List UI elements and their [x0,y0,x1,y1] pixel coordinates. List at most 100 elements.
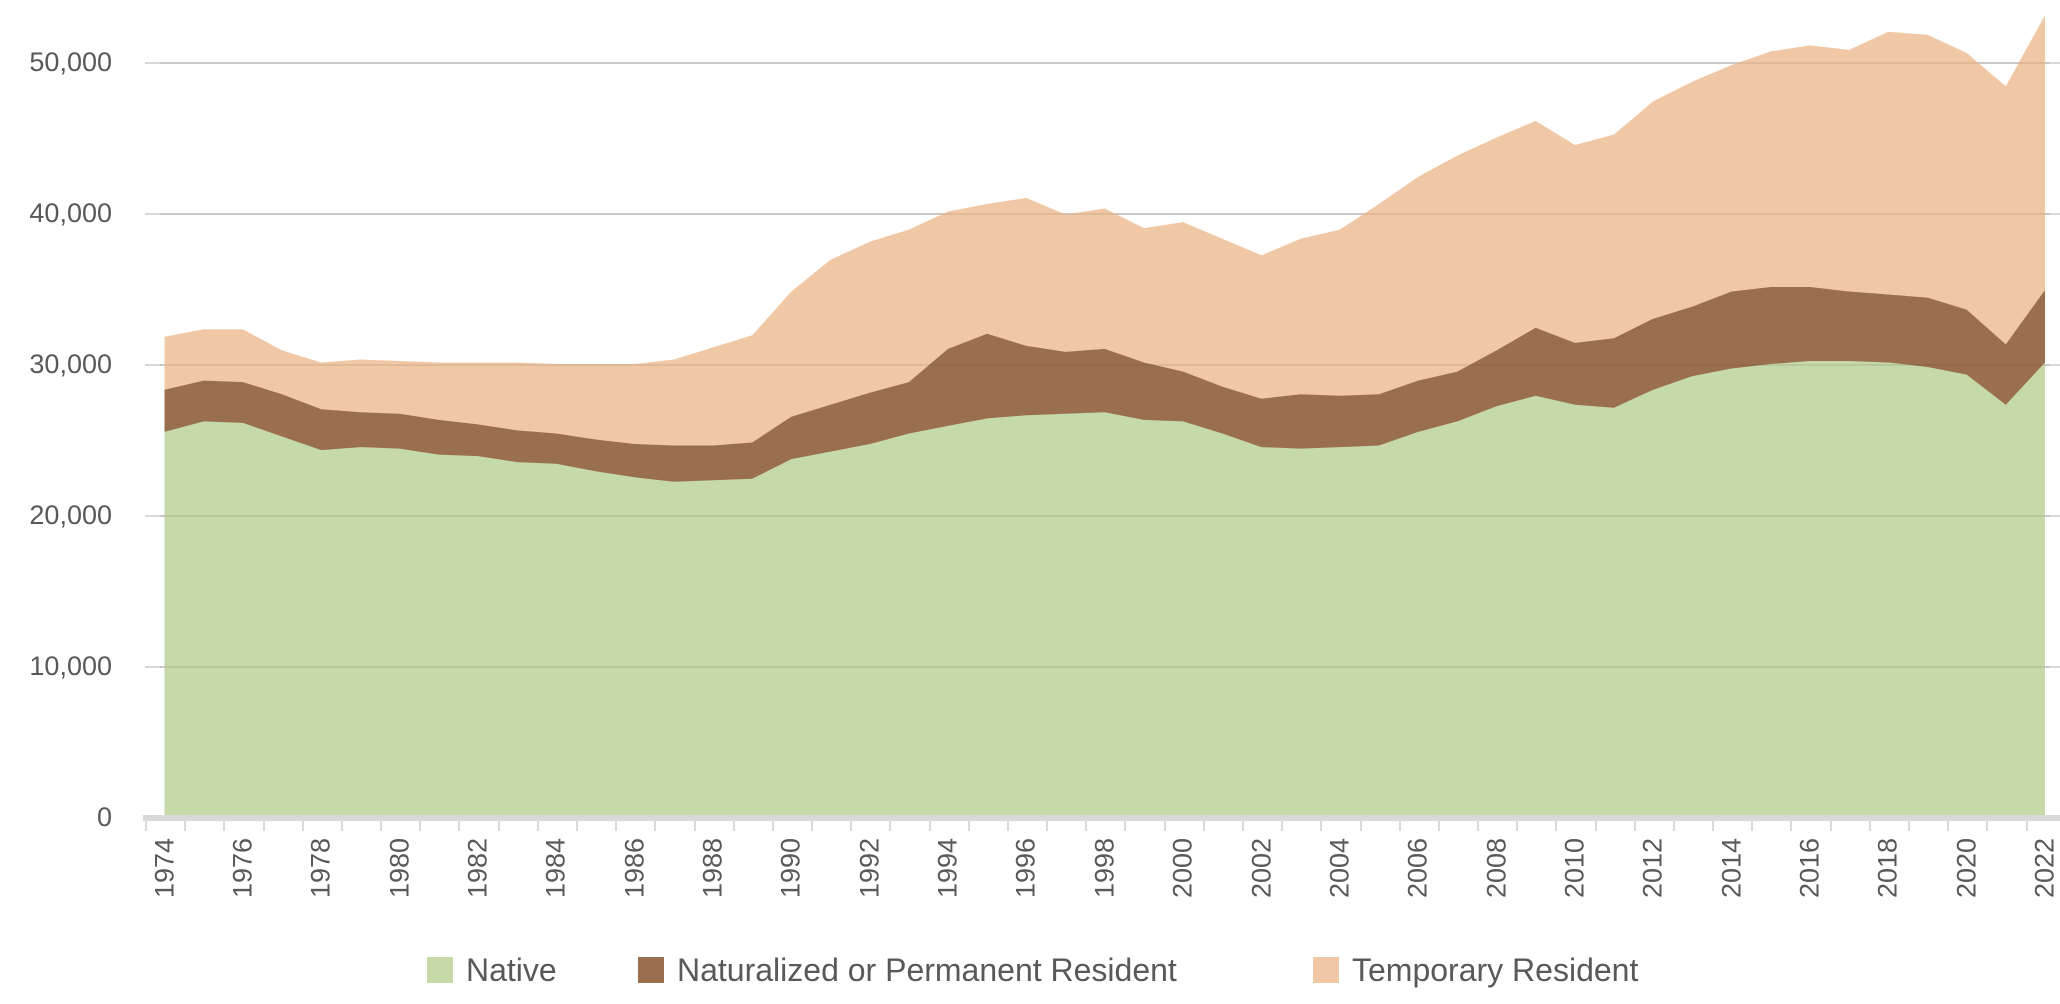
legend-label: Temporary Resident [1352,952,1639,988]
legend-swatch-native [427,957,453,983]
x-axis-tick [811,818,813,831]
x-axis-tick [1672,818,1675,831]
x-axis-tick [1320,818,1323,831]
x-axis-tick [967,818,970,831]
x-axis-tick [575,818,578,831]
x-axis-tick [1751,818,1754,831]
x-axis-label: 1988 [697,837,728,899]
x-axis-tick [1947,818,1950,831]
x-axis-label: 1974 [149,837,179,899]
y-axis-label: 10,000 [29,651,112,681]
legend-item-naturalized-or-permanent-resident: Naturalized or Permanent Resident [638,952,1177,988]
gridline-overlay-30000 [160,364,2050,366]
x-axis-tick [1555,818,1558,831]
legend-swatch-temporary-resident [1313,957,1339,983]
x-axis-tick [1790,818,1793,831]
chart-legend: Native Naturalized or Permanent Resident T… [0,948,2060,994]
x-axis-label: 1978 [305,837,336,899]
x-axis-label: 2006 [1402,837,1433,899]
gridline-overlay-40000 [160,213,2050,215]
y-axis-label: 30,000 [29,349,112,379]
x-axis-tick [184,818,187,831]
gridline-50000 [145,62,2060,64]
x-axis-tick [1006,818,1009,831]
x-axis-label: 2000 [1167,837,1198,899]
x-axis-label: 1990 [775,837,806,899]
x-axis-tick [889,818,892,831]
x-axis-tick [419,818,422,831]
x-axis-label: 2012 [1637,837,1668,899]
legend-label: Native [466,952,557,988]
x-axis-tick [1202,818,1205,831]
gridline-overlay-20000 [160,515,2050,517]
legend-label: Naturalized or Permanent Resident [677,952,1177,988]
x-axis-tick [1242,818,1244,831]
x-axis-label: 1994 [932,837,963,899]
legend-item-temporary-resident: Temporary Resident [1313,952,1638,988]
x-axis-tick [458,818,461,831]
x-axis-tick [928,818,931,831]
x-axis-tick [145,818,147,831]
x-axis-tick [1085,818,1088,831]
y-axis-label: 20,000 [29,500,112,530]
x-axis-tick [1868,818,1871,831]
gridline-overlay-50000 [160,62,2050,64]
x-axis-label: 1980 [384,837,415,899]
x-axis-tick [1516,818,1519,831]
x-axis-tick [693,818,696,831]
x-axis-tick [732,818,735,831]
x-axis-label: 2008 [1481,837,1511,899]
x-axis-tick [1124,818,1127,831]
x-axis-tick [301,818,304,831]
x-axis-tick [1398,818,1401,831]
x-axis-label: 1982 [462,837,493,899]
x-axis-tick [1281,818,1284,831]
x-axis-label: 1976 [227,837,258,899]
x-axis-tick [1633,818,1636,831]
x-axis-tick [1163,818,1166,831]
x-axis-label: 2022 [2029,837,2060,899]
y-axis-label: 40,000 [29,198,112,228]
x-axis-label: 1986 [619,837,650,899]
x-axis-tick [2025,818,2028,831]
x-axis-tick [1477,818,1479,831]
gridline-overlay-10000 [160,666,2050,668]
x-axis-tick [1359,818,1362,831]
x-axis-tick [771,818,774,831]
x-axis-label: 1998 [1089,837,1120,899]
x-axis-tick [223,818,226,831]
x-axis-tick [1594,818,1597,831]
x-axis-label: 2002 [1246,837,1276,899]
x-axis-label: 2016 [1794,837,1825,899]
x-axis-label: 2014 [1716,837,1747,899]
x-axis-label: 1996 [1010,837,1041,899]
y-axis-label: 50,000 [29,47,112,77]
x-axis-line [143,815,2060,821]
x-axis-tick [1908,818,1910,831]
x-axis-label: 1984 [540,837,571,899]
x-axis-tick [850,818,853,831]
x-axis-label: 2010 [1559,837,1590,899]
x-axis-tick [380,818,383,831]
x-axis-tick [1046,818,1049,831]
legend-item-native: Native [427,952,557,988]
x-axis-label: 2018 [1872,837,1903,899]
x-axis-label: 1992 [854,837,885,899]
x-axis-tick [262,818,265,831]
x-axis-tick [654,818,657,831]
x-axis-tick [497,818,500,831]
x-axis-tick [1437,818,1440,831]
area-native [164,361,2045,817]
x-axis-tick [615,818,618,831]
x-axis-tick [536,818,539,831]
x-axis-label: 2004 [1324,837,1355,899]
x-axis-tick [1712,818,1715,831]
legend-swatch-naturalized-or-permanent-resident [638,957,664,983]
x-axis-tick [1829,818,1832,831]
y-axis-label: 0 [96,802,112,832]
x-axis-tick [1986,818,1989,831]
x-axis-label: 2020 [1951,837,1982,899]
x-axis-tick [340,818,343,831]
